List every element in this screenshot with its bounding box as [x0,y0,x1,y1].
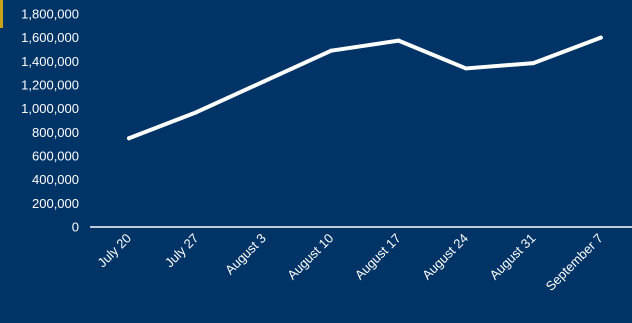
x-tick-label: August 3 [222,231,269,278]
y-tick-label: 400,000 [32,172,79,187]
y-tick-label: 0 [72,220,79,235]
y-tick-label: 1,400,000 [21,54,79,69]
data-point [464,66,468,71]
x-tick-label: September 7 [543,231,606,294]
x-tick-label: August 10 [284,231,336,283]
y-tick-label: 1,800,000 [21,7,79,22]
data-point [261,79,266,84]
data-point [396,38,401,43]
data-point [194,110,199,115]
data-point [127,136,131,141]
y-tick-label: 200,000 [32,196,79,211]
x-tick-label: July 20 [94,231,134,271]
x-tick-label: August 31 [487,231,539,283]
accent-bar [0,0,3,28]
x-tick-label: August 24 [419,231,471,283]
x-tick-label: July 27 [162,231,202,271]
y-tick-label: 800,000 [32,125,79,140]
data-point [531,61,536,66]
y-tick-label: 600,000 [32,149,79,164]
x-tick-label: August 17 [352,231,404,283]
y-tick-label: 1,600,000 [21,30,79,45]
y-tick-label: 1,000,000 [21,101,79,116]
data-point [598,35,603,40]
y-tick-label: 1,200,000 [21,78,79,93]
data-point [329,48,334,53]
series-line [127,35,603,141]
